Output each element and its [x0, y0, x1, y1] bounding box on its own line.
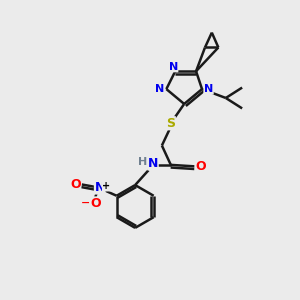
Text: O: O: [90, 197, 101, 210]
Text: N: N: [169, 62, 178, 72]
Text: S: S: [166, 117, 175, 130]
Text: O: O: [70, 178, 81, 191]
Text: −: −: [81, 198, 90, 208]
Text: N: N: [148, 157, 158, 170]
Text: H: H: [138, 157, 147, 167]
Text: O: O: [195, 160, 206, 173]
Text: N: N: [155, 84, 164, 94]
Text: +: +: [102, 181, 111, 191]
Text: N: N: [204, 84, 213, 94]
Text: N: N: [94, 181, 105, 194]
